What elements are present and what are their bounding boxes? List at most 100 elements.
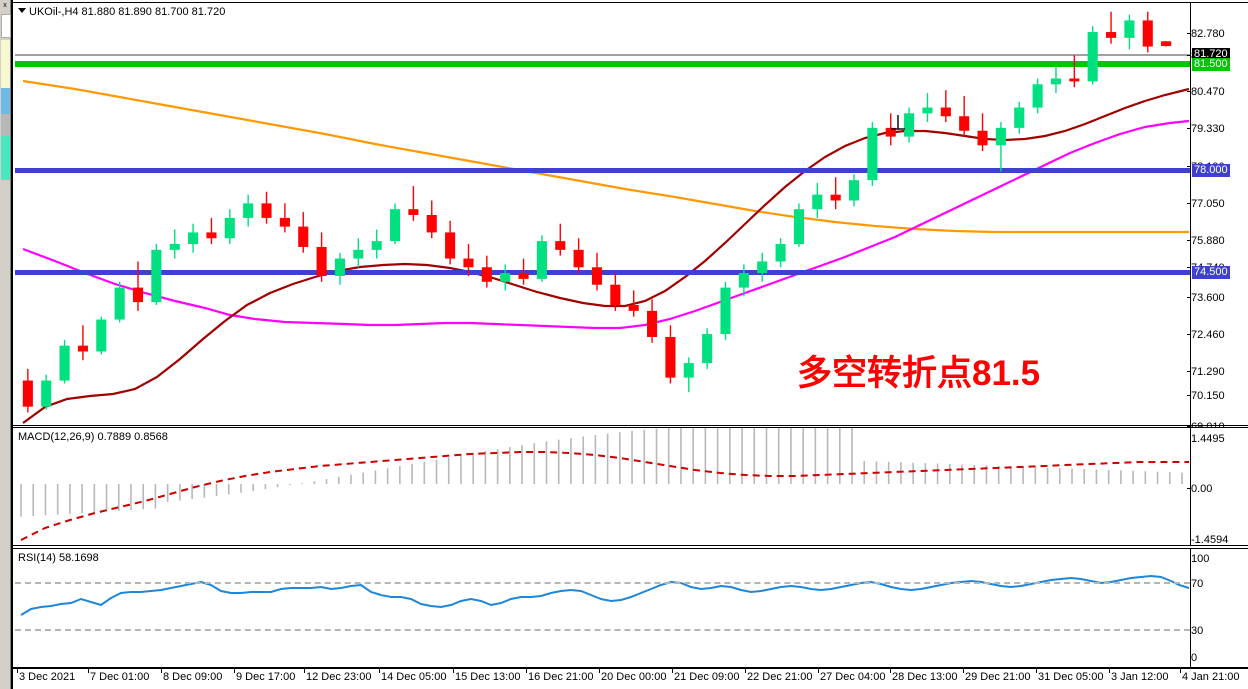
candle-body[interactable] [243, 203, 254, 218]
macd-tick: 0.00 [1186, 483, 1213, 495]
candle-body[interactable] [573, 249, 584, 268]
time-gradation [161, 669, 162, 673]
candle-body[interactable] [922, 107, 933, 114]
close-icon[interactable]: x [0, 0, 10, 11]
time-gradation [963, 669, 964, 673]
candle-body[interactable] [793, 209, 804, 245]
candle-body[interactable] [371, 241, 382, 250]
price-axis[interactable]: 82.780 81.720 80.470 79.330 78.190 77.05… [1187, 3, 1248, 433]
candle-body[interactable] [261, 203, 272, 218]
candle-body[interactable] [1032, 84, 1043, 108]
candle-body[interactable] [463, 258, 474, 268]
candle-body[interactable] [665, 336, 676, 378]
candle-body[interactable] [1124, 20, 1135, 38]
candle-body[interactable] [206, 232, 217, 239]
candle-body[interactable] [702, 334, 713, 364]
rsi-pane[interactable]: 100 70 30 0 RSI(14) 58.1698 [13, 548, 1248, 668]
candle-body[interactable] [353, 249, 364, 259]
macd-pane[interactable]: 1.4495 0.00 -1.4594 MACD(12,26,9) 0.7889… [13, 427, 1248, 546]
candle-body[interactable] [334, 258, 346, 276]
candle-body[interactable] [830, 194, 841, 201]
level-line-78000[interactable] [15, 168, 1190, 173]
price-label-level-81500[interactable]: 81.500 [1192, 58, 1230, 71]
price-pane-header[interactable]: UKOil-,H4 81.880 81.890 81.700 81.720 [18, 6, 225, 18]
candle-body[interactable] [720, 287, 731, 335]
price-plot[interactable] [15, 3, 1190, 425]
rsi-level-30-line [15, 629, 1190, 631]
candle-body[interactable] [1014, 107, 1025, 128]
candle-body[interactable] [426, 215, 437, 233]
dock-swatch-cyan2 [1, 158, 10, 180]
candle-body[interactable] [757, 261, 768, 274]
price-label-level-74500[interactable]: 74.500 [1192, 266, 1230, 279]
level-line-74500[interactable] [15, 270, 1190, 275]
candle-body[interactable] [995, 127, 1006, 146]
candle-body[interactable] [151, 249, 162, 303]
candle-body[interactable] [610, 284, 621, 306]
candle-body[interactable] [224, 217, 235, 239]
time-axis-label: 3 Dec 2021 [19, 671, 76, 683]
dock-swatch-blue [1, 88, 10, 114]
candle-body[interactable] [848, 180, 860, 201]
candle-body[interactable] [812, 194, 823, 210]
candle-body[interactable] [1142, 20, 1153, 47]
candle-body[interactable] [481, 267, 492, 282]
candle-body[interactable] [114, 287, 125, 320]
candle-body[interactable] [77, 345, 88, 352]
candle-body[interactable] [1087, 32, 1098, 82]
rsi-plot[interactable] [15, 549, 1190, 667]
candle-body[interactable] [628, 305, 639, 311]
candle-body[interactable] [683, 363, 694, 378]
candle-body[interactable] [904, 113, 915, 137]
level-line-81500[interactable] [15, 61, 1190, 67]
candle-body[interactable] [959, 116, 970, 131]
chevron-down-icon[interactable] [18, 8, 26, 13]
candle-body[interactable] [316, 246, 327, 276]
candle-body[interactable] [977, 130, 988, 146]
price-label-level-78000[interactable]: 78.000 [1192, 164, 1230, 177]
rsi-line [20, 574, 1190, 616]
candle-body[interactable] [867, 127, 878, 181]
candle-body[interactable] [518, 273, 529, 279]
candle-body[interactable] [96, 319, 107, 352]
left-dock-strip[interactable]: x [0, 0, 11, 689]
time-axis[interactable]: 3 Dec 2021 7 Dec 01:00 8 Dec 09:00 9 Dec 17… [13, 668, 1248, 689]
time-gradation [672, 669, 673, 673]
candle-body[interactable] [738, 273, 749, 288]
candle-body[interactable] [885, 127, 896, 137]
time-axis-label: 28 Dec 13:00 [892, 671, 958, 683]
chart-window: 82.780 81.720 80.470 79.330 78.190 77.05… [11, 0, 1248, 689]
candle-body[interactable] [132, 287, 144, 303]
candle-body[interactable] [188, 232, 199, 245]
candlestick-layer[interactable] [15, 3, 1190, 425]
candle-body[interactable] [647, 310, 658, 337]
candle-body[interactable] [1106, 32, 1117, 38]
candle-body[interactable] [389, 209, 401, 242]
candle-body[interactable] [169, 244, 180, 250]
candle-body[interactable] [59, 345, 70, 381]
candle-body[interactable] [445, 232, 456, 259]
candle-body[interactable] [408, 209, 419, 215]
time-axis-label: 31 Dec 05:00 [1038, 671, 1104, 683]
time-axis-label: 29 Dec 21:00 [965, 671, 1031, 683]
macd-plot[interactable] [15, 428, 1190, 545]
candle-body[interactable] [500, 273, 511, 282]
candle-body[interactable] [536, 241, 547, 279]
candle-body[interactable] [940, 107, 951, 117]
macd-axis[interactable]: 1.4495 0.00 -1.4594 [1186, 428, 1248, 546]
time-axis-label: 27 Dec 04:00 [820, 671, 886, 683]
level-line-81720[interactable] [15, 54, 1190, 56]
candle-body[interactable] [1069, 78, 1080, 82]
candle-body[interactable] [1050, 78, 1062, 85]
candle-body[interactable] [279, 217, 290, 227]
candle-body[interactable] [41, 380, 52, 407]
candle-body[interactable] [1161, 41, 1172, 46]
candle-body[interactable] [591, 267, 603, 285]
candle-body[interactable] [775, 244, 786, 262]
candle-body[interactable] [298, 226, 309, 247]
candle-body[interactable] [555, 241, 566, 250]
rsi-axis[interactable]: 100 70 30 0 [1190, 549, 1248, 667]
price-pane[interactable]: 82.780 81.720 80.470 79.330 78.190 77.05… [13, 2, 1248, 433]
candle-body[interactable] [22, 380, 33, 407]
time-gradation [234, 669, 235, 673]
